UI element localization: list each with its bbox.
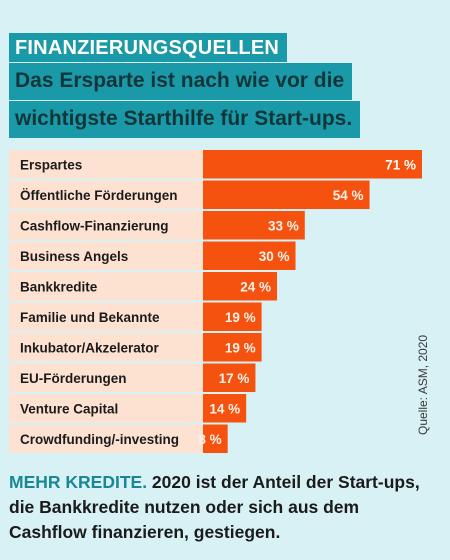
footer-text: 2020 ist der Anteil der Start-ups, die B…	[9, 472, 420, 542]
value-label: 14 %	[209, 401, 240, 416]
footer-lead: MEHR KREDITE.	[9, 472, 148, 492]
footer-note: MEHR KREDITE. 2020 ist der Anteil der St…	[9, 470, 441, 545]
bar	[203, 180, 370, 209]
category-label: Business Angels	[20, 249, 128, 264]
value-label: 17 %	[219, 371, 250, 386]
value-label: 19 %	[225, 310, 256, 325]
category-label-background	[9, 424, 228, 453]
headline: Das Ersparte ist nach wie vor die wichti…	[9, 63, 439, 139]
category-label: Öffentliche Förderungen	[20, 188, 178, 203]
bar	[203, 272, 278, 301]
source-note: Quelle: ASM, 2020	[416, 334, 430, 435]
value-label: 54 %	[333, 188, 364, 203]
category-label: Crowdfunding/-investing	[20, 432, 179, 447]
kicker-label: FINANZIERUNGSQUELLEN	[9, 33, 287, 62]
bar	[203, 150, 422, 179]
bar	[203, 211, 305, 240]
bar	[203, 302, 262, 331]
value-label: 30 %	[259, 249, 290, 264]
bar	[203, 241, 296, 270]
headline-line-1: Das Ersparte ist nach wie vor die	[9, 63, 353, 100]
category-label: Cashflow-Finanzierung	[20, 218, 169, 233]
value-label: 19 %	[225, 340, 256, 355]
category-label: Familie und Bekannte	[20, 310, 160, 325]
category-label: Bankkredite	[20, 279, 98, 294]
category-label: Erspartes	[20, 157, 82, 172]
value-label: 71 %	[385, 157, 416, 172]
bar	[203, 363, 256, 392]
category-label: Inkubator/Akzelerator	[20, 340, 160, 355]
value-label: 33 %	[268, 218, 299, 233]
headline-line-2: wichtigste Starthilfe für Start-ups.	[9, 101, 361, 138]
value-label: 24 %	[240, 279, 271, 294]
category-label: EU-Förderungen	[20, 371, 127, 386]
bar	[203, 424, 228, 453]
bar	[203, 333, 262, 362]
bar	[203, 394, 247, 423]
category-label: Venture Capital	[20, 401, 118, 416]
value-label: 8 %	[198, 432, 221, 447]
